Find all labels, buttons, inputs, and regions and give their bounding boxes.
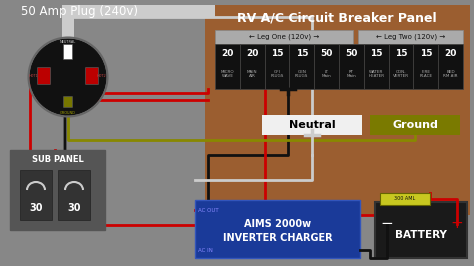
Text: 300 AML: 300 AML [394,197,416,202]
Bar [62,5,215,17]
Bar [438,44,463,89]
Text: GEN
PLUGS: GEN PLUGS [295,70,309,78]
Bar [339,44,364,89]
Bar [20,170,52,220]
Text: 30: 30 [29,203,43,213]
Bar [195,200,360,258]
Text: GFI
PLUGS: GFI PLUGS [270,70,283,78]
Text: GROUND: GROUND [60,111,76,115]
Text: 15: 15 [296,48,308,57]
Bar [215,44,240,89]
Bar [215,30,353,44]
Bar [314,44,339,89]
Text: HOT1: HOT1 [29,74,39,78]
Text: 20: 20 [221,48,234,57]
Text: 50: 50 [320,48,333,57]
Bar [380,193,430,205]
Text: Neutral: Neutral [289,120,335,130]
Text: HOT2: HOT2 [97,74,107,78]
Text: ← Leg Two (120v) →: ← Leg Two (120v) → [376,34,445,40]
Bar [370,115,460,135]
Text: −: − [381,217,393,231]
Text: MICRO
WAVE: MICRO WAVE [220,70,234,78]
FancyBboxPatch shape [64,97,73,107]
Bar [58,170,90,220]
Bar [389,44,413,89]
Bar [240,44,264,89]
Text: 50: 50 [345,48,357,57]
Bar [62,5,74,44]
Bar [10,150,105,230]
Text: MAIN
AIR: MAIN AIR [247,70,257,78]
Text: AC IN: AC IN [198,247,213,252]
Text: 15: 15 [419,48,432,57]
Text: 15: 15 [271,48,283,57]
Text: 15: 15 [370,48,383,57]
Circle shape [30,39,106,115]
Bar [358,30,463,44]
Text: 20: 20 [246,48,258,57]
Bar [375,202,467,258]
Text: CON-
VERTER: CON- VERTER [393,70,409,78]
Text: 20: 20 [445,48,457,57]
Text: Ground: Ground [392,120,438,130]
Text: LT
Main: LT Main [322,70,331,78]
Bar [413,44,438,89]
Text: ← Leg One (120v) →: ← Leg One (120v) → [249,34,319,40]
Text: BATTERY: BATTERY [395,230,447,240]
Text: BED
RM AIR: BED RM AIR [443,70,458,78]
Text: 30: 30 [67,203,81,213]
Bar [262,115,362,135]
Text: AIMS 2000w
INVERTER CHARGER: AIMS 2000w INVERTER CHARGER [223,219,332,243]
Text: AC OUT: AC OUT [198,207,219,213]
Text: 15: 15 [395,48,407,57]
Text: WATER
HEATER: WATER HEATER [368,70,384,78]
Bar [205,5,470,215]
Text: RV A/C Circuit Breaker Panel: RV A/C Circuit Breaker Panel [237,11,437,24]
FancyBboxPatch shape [37,68,51,85]
FancyBboxPatch shape [64,44,73,60]
Bar [364,44,389,89]
Text: FIRE
PLACE: FIRE PLACE [419,70,432,78]
FancyBboxPatch shape [85,68,99,85]
Text: 50 Amp Plug (240v): 50 Amp Plug (240v) [21,6,138,19]
Text: SUB PANEL: SUB PANEL [32,156,83,164]
Bar [290,44,314,89]
Bar [264,44,290,89]
Text: NEUTRAL: NEUTRAL [60,40,76,44]
Text: +: + [451,217,464,231]
Text: RT
Main: RT Main [346,70,356,78]
